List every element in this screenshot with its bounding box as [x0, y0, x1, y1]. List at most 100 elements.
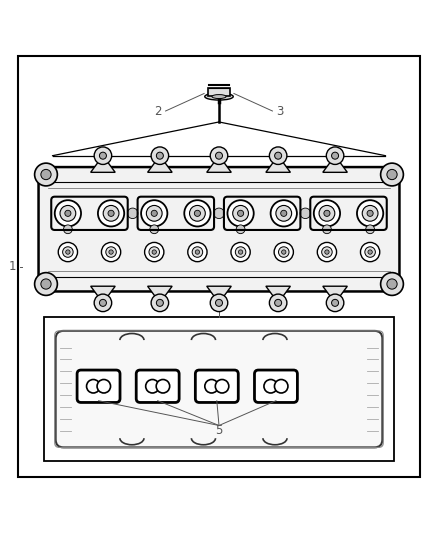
Ellipse shape — [205, 93, 233, 100]
FancyBboxPatch shape — [77, 369, 120, 403]
Circle shape — [326, 147, 344, 165]
Circle shape — [324, 210, 330, 216]
Circle shape — [63, 247, 73, 257]
Circle shape — [190, 205, 205, 221]
Circle shape — [279, 247, 289, 257]
Circle shape — [41, 169, 51, 180]
Circle shape — [145, 243, 164, 262]
Circle shape — [281, 210, 287, 216]
Circle shape — [65, 210, 71, 216]
Circle shape — [55, 200, 81, 227]
Circle shape — [156, 379, 170, 393]
FancyBboxPatch shape — [195, 369, 239, 403]
Circle shape — [205, 379, 218, 393]
Circle shape — [233, 205, 248, 221]
Circle shape — [274, 243, 293, 262]
Polygon shape — [323, 156, 347, 172]
Circle shape — [264, 379, 277, 393]
Circle shape — [366, 225, 374, 233]
FancyBboxPatch shape — [56, 331, 382, 447]
Circle shape — [275, 379, 288, 393]
Circle shape — [94, 294, 112, 312]
Circle shape — [317, 243, 336, 262]
Circle shape — [368, 250, 372, 254]
Circle shape — [271, 200, 297, 227]
Text: 5: 5 — [215, 424, 223, 437]
Circle shape — [94, 147, 112, 165]
Circle shape — [387, 279, 397, 289]
Circle shape — [325, 250, 329, 254]
Circle shape — [367, 210, 373, 216]
Circle shape — [300, 208, 311, 219]
Circle shape — [152, 250, 156, 254]
Circle shape — [151, 147, 169, 165]
Circle shape — [275, 152, 282, 159]
Circle shape — [269, 147, 287, 165]
Circle shape — [362, 205, 378, 221]
Polygon shape — [266, 286, 290, 303]
Circle shape — [150, 225, 159, 233]
Circle shape — [387, 169, 397, 180]
Circle shape — [210, 147, 228, 165]
Circle shape — [109, 250, 113, 254]
Circle shape — [156, 152, 163, 159]
Circle shape — [214, 208, 224, 219]
Circle shape — [235, 247, 246, 257]
Circle shape — [35, 273, 57, 295]
Circle shape — [314, 200, 340, 227]
Circle shape — [149, 247, 159, 257]
Text: 1: 1 — [8, 260, 16, 273]
Circle shape — [332, 300, 339, 306]
Circle shape — [321, 247, 332, 257]
Circle shape — [332, 152, 339, 159]
Circle shape — [156, 300, 163, 306]
Circle shape — [381, 163, 403, 186]
Circle shape — [227, 200, 254, 227]
Circle shape — [365, 247, 375, 257]
Circle shape — [195, 250, 200, 254]
FancyBboxPatch shape — [254, 369, 298, 403]
Circle shape — [58, 243, 78, 262]
Circle shape — [108, 210, 114, 216]
Circle shape — [87, 379, 100, 393]
Polygon shape — [207, 156, 231, 172]
Circle shape — [282, 250, 286, 254]
Polygon shape — [266, 156, 290, 172]
Circle shape — [64, 225, 72, 233]
Circle shape — [194, 210, 201, 216]
Polygon shape — [91, 286, 115, 303]
Polygon shape — [91, 156, 115, 172]
Circle shape — [99, 300, 106, 306]
Circle shape — [98, 200, 124, 227]
Circle shape — [106, 247, 117, 257]
Text: 2: 2 — [154, 104, 162, 117]
Circle shape — [275, 300, 282, 306]
Circle shape — [210, 294, 228, 312]
Circle shape — [357, 200, 383, 227]
Circle shape — [215, 300, 223, 306]
Circle shape — [66, 250, 70, 254]
Circle shape — [151, 210, 157, 216]
Ellipse shape — [212, 94, 226, 99]
Circle shape — [41, 279, 51, 289]
Circle shape — [276, 205, 292, 221]
Circle shape — [103, 205, 119, 221]
Text: 3: 3 — [277, 104, 284, 117]
Circle shape — [326, 294, 344, 312]
Circle shape — [215, 152, 223, 159]
Bar — [208, 88, 230, 96]
Circle shape — [322, 225, 331, 233]
FancyBboxPatch shape — [39, 167, 399, 292]
Circle shape — [141, 200, 167, 227]
Polygon shape — [323, 286, 347, 303]
Circle shape — [188, 243, 207, 262]
Polygon shape — [207, 286, 231, 303]
Circle shape — [319, 205, 335, 221]
Text: 4: 4 — [215, 295, 223, 308]
Circle shape — [99, 152, 106, 159]
Circle shape — [127, 208, 138, 219]
Circle shape — [184, 200, 211, 227]
Polygon shape — [148, 286, 172, 303]
Circle shape — [151, 294, 169, 312]
Circle shape — [146, 379, 159, 393]
